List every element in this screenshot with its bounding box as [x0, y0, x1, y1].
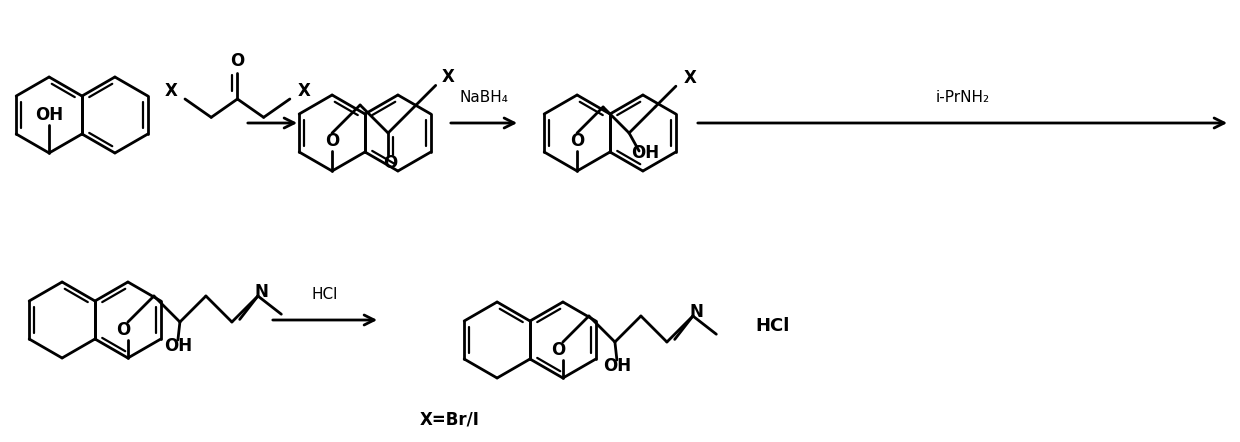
- Text: OH: OH: [631, 144, 660, 162]
- Text: X=Br/I: X=Br/I: [420, 411, 480, 429]
- Text: X: X: [441, 69, 454, 86]
- Text: HCl: HCl: [311, 287, 339, 302]
- Text: OH: OH: [603, 357, 631, 375]
- Text: X: X: [683, 69, 697, 87]
- Text: OH: OH: [164, 337, 192, 355]
- Text: N: N: [689, 303, 704, 321]
- Text: O: O: [115, 321, 130, 339]
- Text: HCl: HCl: [755, 317, 790, 335]
- Text: X: X: [298, 82, 310, 100]
- Text: O: O: [231, 52, 244, 70]
- Text: O: O: [551, 341, 565, 359]
- Text: X: X: [165, 82, 177, 100]
- Text: O: O: [383, 154, 397, 172]
- Text: N: N: [255, 283, 269, 301]
- Text: NaBH₄: NaBH₄: [460, 90, 508, 105]
- Text: i-PrNH₂: i-PrNH₂: [935, 90, 990, 105]
- Text: O: O: [325, 132, 340, 150]
- Text: O: O: [570, 132, 584, 150]
- Text: OH: OH: [35, 106, 63, 124]
